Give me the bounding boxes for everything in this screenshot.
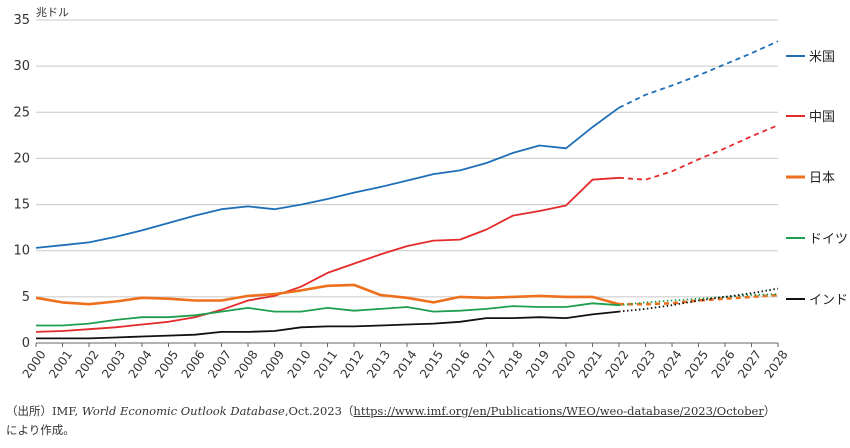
y-tick-label: 20 <box>13 151 30 166</box>
series-forecast-3 <box>618 293 779 307</box>
x-tick-label: 2012 <box>338 348 367 381</box>
x-tick-label: 2000 <box>20 348 49 381</box>
legend-label: 日本 <box>809 171 835 186</box>
x-tick-label: 2027 <box>735 348 764 381</box>
x-tick-label: 2008 <box>232 348 261 381</box>
source-date: ,Oct.2023（ <box>284 404 354 418</box>
series-lines <box>35 40 779 340</box>
series-line-3 <box>36 302 620 327</box>
grid-lines <box>36 19 778 344</box>
x-tick-label: 2015 <box>417 348 446 381</box>
x-tick-label: 2018 <box>497 348 526 381</box>
x-tick-label: 2016 <box>444 348 473 381</box>
x-tick-label: 2007 <box>205 348 234 381</box>
unit-label: 兆ドル <box>36 6 69 19</box>
legend-label: インド <box>809 293 848 308</box>
source-note: （出所）IMF, World Economic Outlook Database… <box>6 402 846 440</box>
x-tick-label: 2021 <box>576 348 605 381</box>
x-tick-label: 2002 <box>73 348 102 381</box>
x-tick-label: 2001 <box>46 348 75 381</box>
x-tick-label: 2024 <box>656 348 685 381</box>
series-line-2 <box>35 283 620 306</box>
series-forecast-1 <box>618 124 779 181</box>
x-tick-label: 2020 <box>550 348 579 381</box>
series-forecast-4 <box>618 287 779 313</box>
y-tick-label: 30 <box>13 59 30 74</box>
series-line-1 <box>35 176 620 333</box>
x-tick-label: 2006 <box>179 348 208 381</box>
source-prefix: （出所）IMF, <box>6 404 82 418</box>
legend-label: 中国 <box>809 110 835 125</box>
series-line-4 <box>36 310 620 340</box>
y-axis-ticks: 0 5 10 15 20 25 30 35 <box>13 13 30 351</box>
series-forecast-0 <box>618 40 779 109</box>
x-tick-label: 2009 <box>258 348 287 381</box>
series-line-0 <box>35 106 620 249</box>
x-tick-label: 2022 <box>603 348 632 381</box>
x-tick-label: 2026 <box>709 348 738 381</box>
x-tick-label: 2014 <box>391 348 420 381</box>
x-tick-label: 2023 <box>629 348 658 381</box>
x-tick-label: 2010 <box>285 348 314 381</box>
x-axis-ticks: 2000200120022003200420052006200720082009… <box>20 343 791 381</box>
y-tick-label: 25 <box>13 105 30 120</box>
x-tick-label: 2028 <box>762 348 791 381</box>
y-tick-label: 10 <box>13 244 30 259</box>
x-tick-label: 2011 <box>311 348 340 381</box>
y-tick-label: 35 <box>13 13 30 28</box>
x-tick-label: 2019 <box>523 348 552 381</box>
source-line2: により作成。 <box>6 423 75 437</box>
source-close: ） <box>763 404 776 418</box>
x-tick-label: 2005 <box>152 348 181 381</box>
x-tick-label: 2025 <box>682 348 711 381</box>
y-tick-label: 15 <box>13 198 30 213</box>
source-database-name: World Economic Outlook Database <box>81 404 285 418</box>
legend-label: ドイツ <box>809 232 848 247</box>
x-tick-label: 2004 <box>126 348 155 381</box>
y-tick-label: 5 <box>22 290 30 305</box>
legend-label: 米国 <box>809 50 835 65</box>
source-url[interactable]: https://www.imf.org/en/Publications/WEO/… <box>353 404 764 418</box>
x-tick-label: 2003 <box>99 348 128 381</box>
y-tick-label: 0 <box>22 336 30 351</box>
x-tick-label: 2013 <box>364 348 393 381</box>
x-tick-label: 2017 <box>470 348 499 381</box>
